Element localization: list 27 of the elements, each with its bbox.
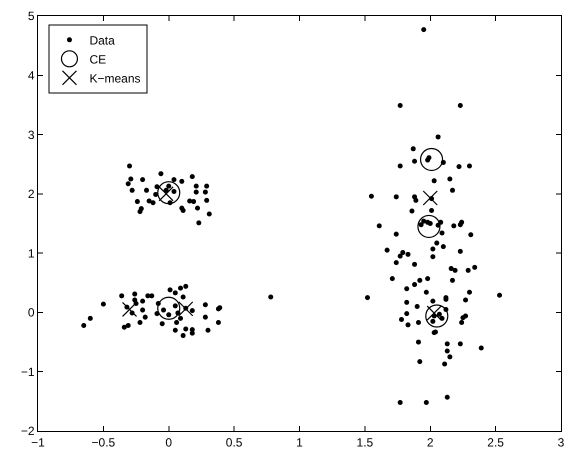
x-tick-label: 0 (165, 435, 172, 450)
point (425, 304, 448, 328)
x-tick-label: 1 (296, 435, 304, 450)
point (157, 181, 180, 204)
legend-label: K−means (89, 71, 140, 86)
point (417, 214, 441, 238)
x-tick-label: 2.5 (487, 435, 504, 450)
x-tick-label: −0.5 (92, 435, 116, 450)
point (420, 148, 444, 172)
y-tick-label: 3 (28, 128, 35, 142)
x-tick-label: 3 (558, 435, 565, 450)
y-tick-label: 1 (28, 246, 35, 260)
y-tick-label: 4 (28, 68, 35, 82)
legend-label: Data (89, 33, 116, 48)
point (178, 301, 194, 316)
legend-label: CE (89, 52, 106, 66)
y-tick-label: −2 (20, 424, 35, 438)
y-tick-label: 2 (28, 187, 35, 202)
point (122, 302, 138, 318)
x-tick-label: 0.5 (226, 435, 243, 450)
point (422, 190, 438, 206)
y-tick-label: 0 (28, 306, 35, 320)
point (157, 296, 180, 320)
x-tick-label: 1.5 (356, 435, 374, 450)
x-tick-label: 2 (426, 435, 434, 450)
y-tick-label: −1 (20, 364, 35, 379)
y-tick-label: 5 (28, 9, 35, 24)
